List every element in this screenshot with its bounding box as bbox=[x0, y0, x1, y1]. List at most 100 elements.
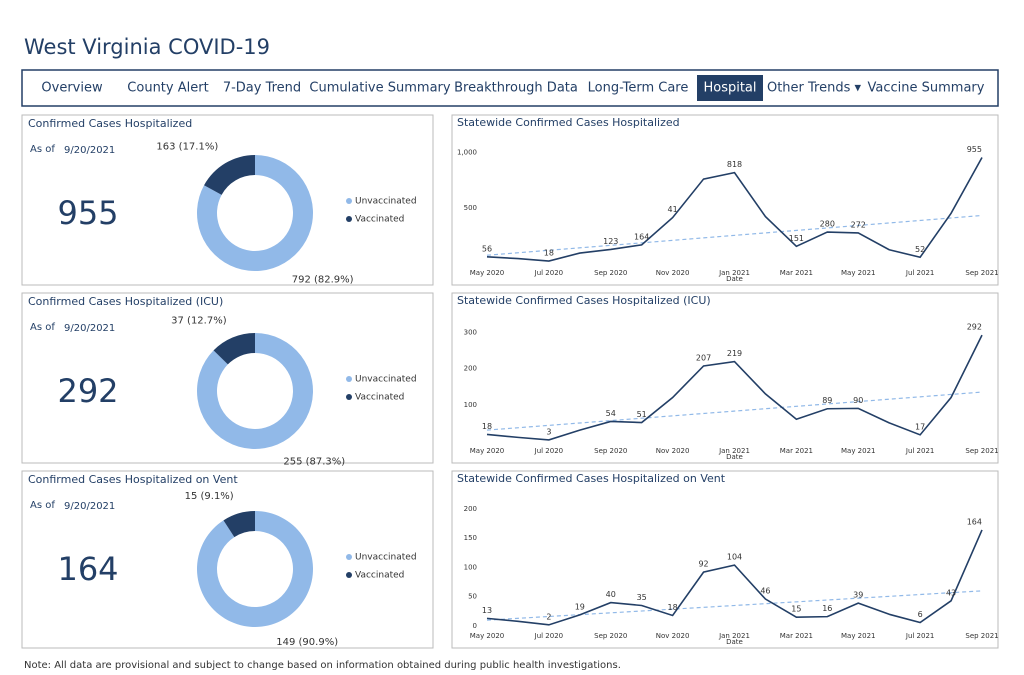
donut-label: 792 (82.9%) bbox=[292, 274, 354, 285]
data-label: 123 bbox=[603, 237, 618, 246]
x-tick-label: Mar 2021 bbox=[780, 447, 813, 455]
data-label: 92 bbox=[698, 560, 708, 569]
legend-swatch bbox=[346, 554, 352, 560]
legend-label: Unvaccinated bbox=[355, 375, 417, 385]
as-of-label: As of bbox=[30, 322, 55, 333]
data-label: 207 bbox=[696, 353, 711, 362]
card-title: Confirmed Cases Hospitalized on Vent bbox=[28, 473, 238, 486]
line-series bbox=[486, 529, 983, 626]
data-label: 40 bbox=[606, 590, 616, 599]
donut-segment bbox=[204, 155, 255, 195]
data-label: 151 bbox=[789, 234, 804, 243]
data-label: 272 bbox=[851, 220, 866, 229]
data-label: 89 bbox=[822, 396, 832, 405]
data-label: 19 bbox=[575, 602, 585, 611]
x-tick-label: Nov 2020 bbox=[656, 269, 690, 277]
nav-item[interactable]: Hospital bbox=[703, 81, 756, 96]
x-tick-label: May 2021 bbox=[841, 269, 876, 277]
legend-swatch bbox=[346, 572, 352, 578]
x-tick-label: Jan 2021 bbox=[718, 269, 750, 277]
x-tick-label: Sep 2021 bbox=[965, 632, 998, 640]
x-tick-label: Jul 2020 bbox=[534, 632, 564, 640]
x-tick-label: Jul 2021 bbox=[905, 632, 935, 640]
x-tick-label: Jan 2021 bbox=[718, 632, 750, 640]
donut-segment bbox=[197, 333, 314, 450]
data-label: 43 bbox=[946, 588, 956, 597]
donut-label: 37 (12.7%) bbox=[171, 315, 227, 326]
nav-item[interactable]: Other Trends ▾ bbox=[767, 81, 862, 96]
nav-item[interactable]: 7-Day Trend bbox=[223, 81, 301, 96]
legend-swatch bbox=[346, 394, 352, 400]
data-label: 16 bbox=[822, 604, 832, 613]
y-tick-label: 100 bbox=[464, 563, 477, 571]
y-tick-label: 150 bbox=[464, 534, 477, 542]
legend-swatch bbox=[346, 376, 352, 382]
x-tick-label: Jul 2021 bbox=[905, 269, 935, 277]
donut-label: 149 (90.9%) bbox=[276, 637, 338, 648]
card-title: Confirmed Cases Hospitalized (ICU) bbox=[28, 295, 223, 308]
x-tick-label: Jul 2021 bbox=[905, 447, 935, 455]
data-label: 46 bbox=[760, 587, 770, 596]
as-of-label: As of bbox=[30, 144, 55, 155]
donut-segment bbox=[213, 333, 255, 365]
data-label: 35 bbox=[637, 593, 647, 602]
x-tick-label: May 2020 bbox=[470, 632, 505, 640]
chart-title: Statewide Confirmed Cases Hospitalized o… bbox=[457, 472, 726, 485]
donut-label: 255 (87.3%) bbox=[283, 457, 345, 468]
data-label: 6 bbox=[918, 610, 923, 619]
data-label: 54 bbox=[606, 409, 616, 418]
x-tick-label: Jul 2020 bbox=[534, 269, 564, 277]
as-of-date: 9/20/2021 bbox=[64, 145, 115, 156]
nav-item[interactable]: Long-Term Care bbox=[588, 81, 689, 96]
x-tick-label: Mar 2021 bbox=[780, 632, 813, 640]
note: Note: All data are provisional and subje… bbox=[24, 660, 621, 671]
donut-segment bbox=[197, 511, 313, 627]
data-label: 104 bbox=[727, 553, 742, 562]
nav-item[interactable]: County Alert bbox=[127, 81, 208, 96]
total: 164 bbox=[57, 550, 118, 588]
data-label: 52 bbox=[915, 245, 925, 254]
chart-title: Statewide Confirmed Cases Hospitalized (… bbox=[457, 294, 711, 307]
data-label: 13 bbox=[482, 606, 492, 615]
total: 292 bbox=[57, 372, 118, 410]
line-series bbox=[486, 157, 983, 262]
x-tick-label: Sep 2020 bbox=[594, 447, 627, 455]
donut-segment bbox=[196, 155, 313, 271]
y-tick-label: 300 bbox=[464, 328, 477, 336]
data-label: 17 bbox=[915, 422, 925, 431]
x-axis-label: Date bbox=[726, 275, 743, 283]
legend-swatch bbox=[346, 216, 352, 222]
data-label: 18 bbox=[544, 249, 554, 258]
as-of-date: 9/20/2021 bbox=[64, 323, 115, 334]
nav-item[interactable]: Vaccine Summary bbox=[868, 81, 985, 96]
y-tick-label: 200 bbox=[464, 505, 477, 513]
data-label: 15 bbox=[791, 605, 801, 614]
legend-label: Vaccinated bbox=[355, 215, 404, 225]
chart-card bbox=[451, 114, 999, 286]
data-label: 164 bbox=[967, 517, 982, 526]
page-title: West Virginia COVID-19 bbox=[24, 35, 270, 59]
legend-label: Unvaccinated bbox=[355, 197, 417, 207]
donut-segment bbox=[223, 511, 255, 538]
nav-item[interactable]: Breakthrough Data bbox=[454, 81, 578, 96]
y-tick-label: 100 bbox=[464, 401, 477, 409]
trend-line bbox=[486, 590, 983, 621]
x-tick-label: Sep 2021 bbox=[965, 447, 998, 455]
nav-item[interactable]: Overview bbox=[41, 81, 103, 96]
data-label: 18 bbox=[482, 422, 492, 431]
nav-active-bg bbox=[697, 75, 763, 101]
nav-item[interactable]: Cumulative Summary bbox=[309, 81, 450, 96]
trend-line bbox=[486, 391, 983, 431]
x-axis-label: Date bbox=[726, 638, 743, 646]
x-tick-label: Nov 2020 bbox=[656, 632, 690, 640]
data-label: 2 bbox=[546, 612, 551, 621]
data-label: 51 bbox=[637, 410, 647, 419]
as-of-label: As of bbox=[30, 500, 55, 511]
x-axis-label: Date bbox=[726, 453, 743, 461]
data-label: 219 bbox=[727, 349, 742, 358]
as-of-date: 9/20/2021 bbox=[64, 501, 115, 512]
data-label: 818 bbox=[727, 160, 742, 169]
data-label: 292 bbox=[967, 323, 982, 332]
chart-title: Statewide Confirmed Cases Hospitalized bbox=[457, 116, 680, 129]
